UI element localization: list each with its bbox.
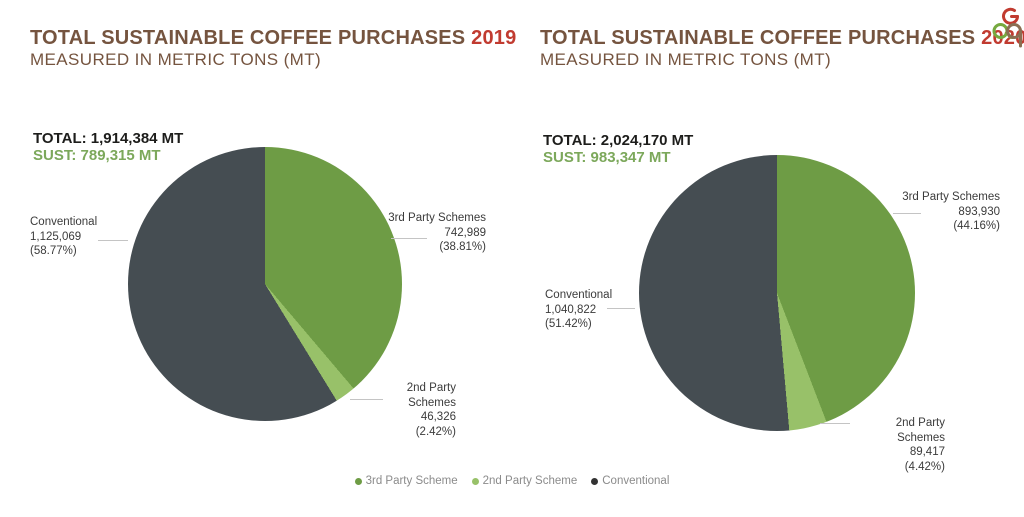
slice-percent: (51.42%) — [545, 318, 592, 330]
pie-chart-2020 — [639, 155, 915, 431]
totals-2019: TOTAL: 1,914,384 MT SUST: 789,315 MT — [33, 130, 184, 164]
gcp-logo-icon — [992, 7, 1022, 48]
slice-percent: (2.42%) — [415, 425, 456, 438]
slice-value: 46,326 — [420, 411, 456, 423]
legend-label: 3rd Party Scheme — [365, 475, 458, 487]
slice-value: 1,125,069 — [30, 230, 82, 243]
page-subtitle-2020: MEASURED IN METRIC TONS (MT) — [540, 50, 832, 69]
total-value: TOTAL: 2,024,170 MT — [543, 132, 694, 149]
legend-dot-conventional-icon — [591, 477, 599, 485]
legend-item-conventional: Conventional — [591, 475, 669, 487]
slice-label: 3rd Party Schemes — [388, 212, 486, 224]
total-value: TOTAL: 1,914,384 MT — [33, 130, 184, 147]
slice-label: Conventional — [30, 216, 98, 228]
slice-value: 89,417 — [909, 446, 945, 458]
slice-label: Conventional — [545, 289, 613, 301]
slice-value: 1,040,822 — [545, 303, 597, 316]
legend-label: Conventional — [602, 475, 670, 487]
leader-line — [391, 238, 427, 239]
sustainable-value: SUST: 983,347 MT — [543, 148, 671, 166]
callout-2nd-party: 2nd Party Schemes 46,326 (2.42%) — [356, 381, 456, 439]
legend: 3rd Party Scheme 2nd Party Scheme Conven… — [0, 475, 1024, 487]
legend-dot-3rd-party-icon — [354, 477, 362, 485]
slice-label: 2nd Party Schemes — [406, 382, 456, 409]
legend-item-3rd-party: 3rd Party Scheme — [354, 475, 458, 487]
slice-value: 893,930 — [958, 205, 1000, 218]
page-title-2019: TOTAL SUSTAINABLE COFFEE PURCHASES 2019 — [30, 27, 516, 50]
slice-value: 742,989 — [444, 226, 486, 239]
callout-3rd-party: 3rd Party Schemes 893,930 (44.16%) — [900, 190, 1000, 234]
page-subtitle-2019: MEASURED IN METRIC TONS (MT) — [30, 50, 322, 69]
legend-item-2nd-party: 2nd Party Scheme — [471, 475, 578, 487]
leader-line — [607, 308, 635, 309]
callout-conventional: Conventional 1,040,822 (51.42%) — [545, 288, 635, 332]
leader-line — [893, 213, 921, 214]
totals-2020: TOTAL: 2,024,170 MT SUST: 983,347 MT — [543, 132, 694, 166]
leader-line — [820, 423, 850, 424]
pie-chart-2019 — [128, 147, 402, 421]
slice-label: 2nd Party Schemes — [895, 417, 945, 444]
callout-3rd-party: 3rd Party Schemes 742,989 (38.81%) — [386, 211, 486, 255]
title-year: 2019 — [471, 27, 517, 49]
sustainable-value: SUST: 789,315 MT — [33, 146, 161, 164]
slice-percent: (44.16%) — [953, 220, 1000, 232]
slice-percent: (38.81%) — [439, 241, 486, 253]
slice-percent: (4.42%) — [904, 460, 945, 473]
leader-line — [350, 399, 383, 400]
title-text: TOTAL SUSTAINABLE COFFEE PURCHASES — [540, 27, 976, 49]
callout-conventional: Conventional 1,125,069 (58.77%) — [30, 215, 120, 259]
legend-dot-2nd-party-icon — [471, 477, 479, 485]
page-title-2020: TOTAL SUSTAINABLE COFFEE PURCHASES 2020 — [540, 27, 1024, 50]
legend-label: 2nd Party Scheme — [482, 475, 578, 487]
title-text: TOTAL SUSTAINABLE COFFEE PURCHASES — [30, 27, 466, 49]
slice-label: 3rd Party Schemes — [902, 191, 1000, 203]
leader-line — [98, 240, 128, 241]
slice-percent: (58.77%) — [30, 245, 77, 257]
callout-2nd-party: 2nd Party Schemes 89,417 (4.42%) — [845, 416, 945, 474]
